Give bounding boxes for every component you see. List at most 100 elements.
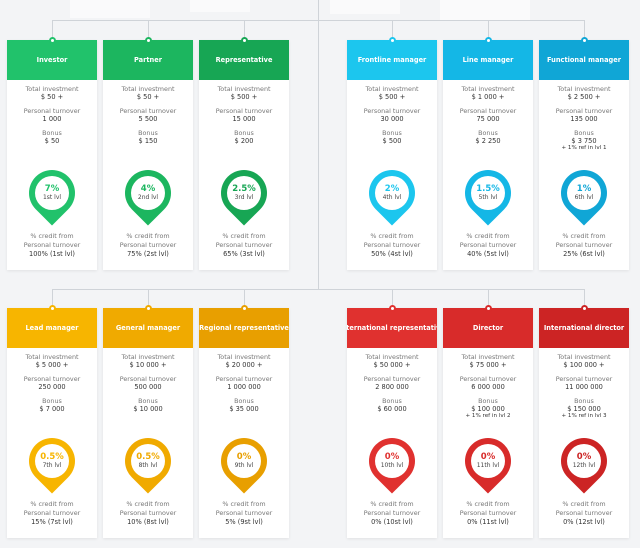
personal-turnover-label: Personal turnover (459, 107, 517, 115)
personal-turnover-value: 6 000 000 (471, 383, 505, 391)
total-investment-value: $ 5 000 + (35, 361, 69, 369)
credit-value: 75% (2st lvl) (127, 250, 169, 258)
level-pin-icon: 7% 1st lvl (19, 160, 85, 226)
level-percent: 0.5% (136, 452, 160, 462)
connector-dot (484, 36, 492, 44)
total-investment-value: $ 100 000 + (563, 361, 605, 369)
bonus-value: $ 150 (138, 137, 158, 145)
credit-value: 25% (6st lvl) (563, 250, 605, 258)
personal-turnover-value: 500 000 (134, 383, 162, 391)
level-label: 4th lvl (382, 194, 402, 201)
personal-turnover-label: Personal turnover (555, 375, 613, 383)
personal-turnover-label: Personal turnover (119, 375, 177, 383)
credit-from-label: % credit from (30, 500, 74, 508)
level-pin-icon: 0% 11th lvl (455, 428, 521, 494)
rank-card: Line manager Total investment $ 1 000 + Per… (443, 40, 533, 270)
connector-line (488, 20, 489, 40)
connector-dot (580, 304, 588, 312)
level-pin-icon: 0.5% 8th lvl (115, 428, 181, 494)
background-decoration (330, 0, 400, 14)
level-percent: 1% (576, 184, 592, 194)
personal-turnover-value: 11 000 000 (565, 383, 603, 391)
personal-turnover-label: Personal turnover (215, 375, 273, 383)
connector-dot (48, 304, 56, 312)
card-title: Partner (103, 40, 193, 80)
level-pin-icon: 4% 2nd lvl (115, 160, 181, 226)
personal-turnover-value: 75 000 (476, 115, 500, 123)
bonus-value: $ 35 000 (229, 405, 259, 413)
credit-turnover-label: Personal turnover (555, 509, 613, 517)
card-title: Lead manager (7, 308, 97, 348)
connector-dot (144, 36, 152, 44)
total-investment-label: Total investment (25, 85, 79, 93)
credit-from-label: % credit from (222, 500, 266, 508)
bonus-value: $ 200 (234, 137, 254, 145)
bonus-label: Bonus (138, 397, 158, 405)
rank-card: International representative Total invest… (347, 308, 437, 538)
card-title: Functional manager (539, 40, 629, 80)
level-pin-icon: 0% 10th lvl (359, 428, 425, 494)
level-percent: 0% (480, 452, 496, 462)
bonus-extra: + 1% ref in lvl 3 (561, 413, 607, 419)
background-decoration (70, 0, 150, 18)
credit-value: 5% (9st lvl) (225, 518, 263, 526)
credit-from-label: % credit from (370, 500, 414, 508)
bonus-label: Bonus (138, 129, 158, 137)
level-percent: 2.5% (232, 184, 256, 194)
bonus-value: $ 50 (44, 137, 60, 145)
total-investment-value: $ 1 000 + (471, 93, 505, 101)
background-decoration (440, 0, 530, 20)
credit-value: 0% (11st lvl) (467, 518, 509, 526)
credit-from-label: % credit from (370, 232, 414, 240)
total-investment-label: Total investment (121, 85, 175, 93)
bonus-extra: + 1% ref in lvl 1 (561, 145, 607, 151)
connector-line (392, 20, 393, 40)
credit-turnover-label: Personal turnover (363, 509, 421, 517)
level-percent: 4% (140, 184, 156, 194)
bonus-value: $ 10 000 (133, 405, 163, 413)
card-title: Investor (7, 40, 97, 80)
connector-line (148, 20, 149, 40)
bonus-value: $ 2 250 (475, 137, 501, 145)
total-investment-label: Total investment (365, 353, 419, 361)
connector-line (244, 20, 318, 21)
personal-turnover-value: 1 000 000 (227, 383, 261, 391)
total-investment-value: $ 50 + (40, 93, 64, 101)
bonus-label: Bonus (478, 397, 498, 405)
total-investment-value: $ 2 500 + (567, 93, 601, 101)
total-investment-label: Total investment (461, 353, 515, 361)
bonus-value: $ 100 000 (471, 405, 505, 413)
connector-dot (580, 36, 588, 44)
level-percent: 1.5% (476, 184, 500, 194)
card-title: International representative (347, 308, 437, 348)
total-investment-value: $ 500 + (378, 93, 406, 101)
level-pin-icon: 0% 12th lvl (551, 428, 617, 494)
total-investment-label: Total investment (365, 85, 419, 93)
card-title: Representative (199, 40, 289, 80)
total-investment-value: $ 10 000 + (129, 361, 167, 369)
credit-value: 10% (8st lvl) (127, 518, 169, 526)
connector-dot (240, 304, 248, 312)
total-investment-label: Total investment (557, 85, 611, 93)
connector-dot (388, 36, 396, 44)
total-investment-value: $ 500 + (230, 93, 258, 101)
connector-dot (48, 36, 56, 44)
total-investment-value: $ 50 000 + (373, 361, 411, 369)
level-label: 7th lvl (42, 462, 62, 469)
total-investment-label: Total investment (217, 353, 271, 361)
personal-turnover-label: Personal turnover (23, 375, 81, 383)
connector-line (244, 20, 245, 40)
credit-from-label: % credit from (562, 232, 606, 240)
connector-dot (484, 304, 492, 312)
level-percent: 7% (44, 184, 60, 194)
level-percent: 0.5% (40, 452, 64, 462)
personal-turnover-value: 250 000 (38, 383, 66, 391)
card-title: General manager (103, 308, 193, 348)
level-pin-icon: 0% 9th lvl (211, 428, 277, 494)
personal-turnover-value: 135 000 (570, 115, 598, 123)
bonus-value: $ 150 000 (567, 405, 601, 413)
level-pin-icon: 1% 6th lvl (551, 160, 617, 226)
connector-line (318, 0, 319, 290)
bonus-label: Bonus (478, 129, 498, 137)
personal-turnover-value: 30 000 (380, 115, 404, 123)
